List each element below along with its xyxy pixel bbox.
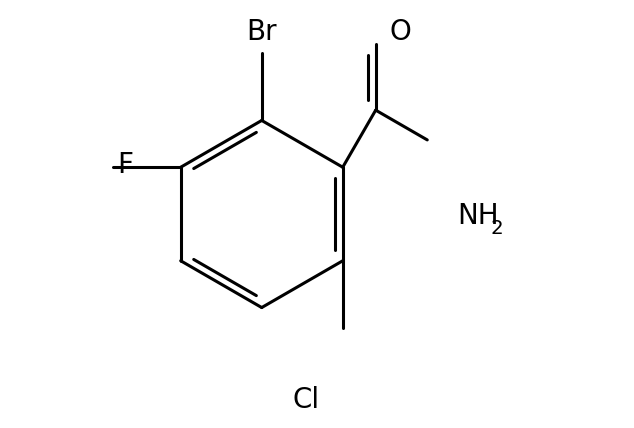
Text: F: F [117, 151, 133, 179]
Text: NH: NH [457, 202, 499, 230]
Text: Cl: Cl [293, 386, 320, 414]
Text: 2: 2 [491, 219, 503, 238]
Text: Br: Br [247, 18, 277, 46]
Text: O: O [389, 18, 411, 46]
